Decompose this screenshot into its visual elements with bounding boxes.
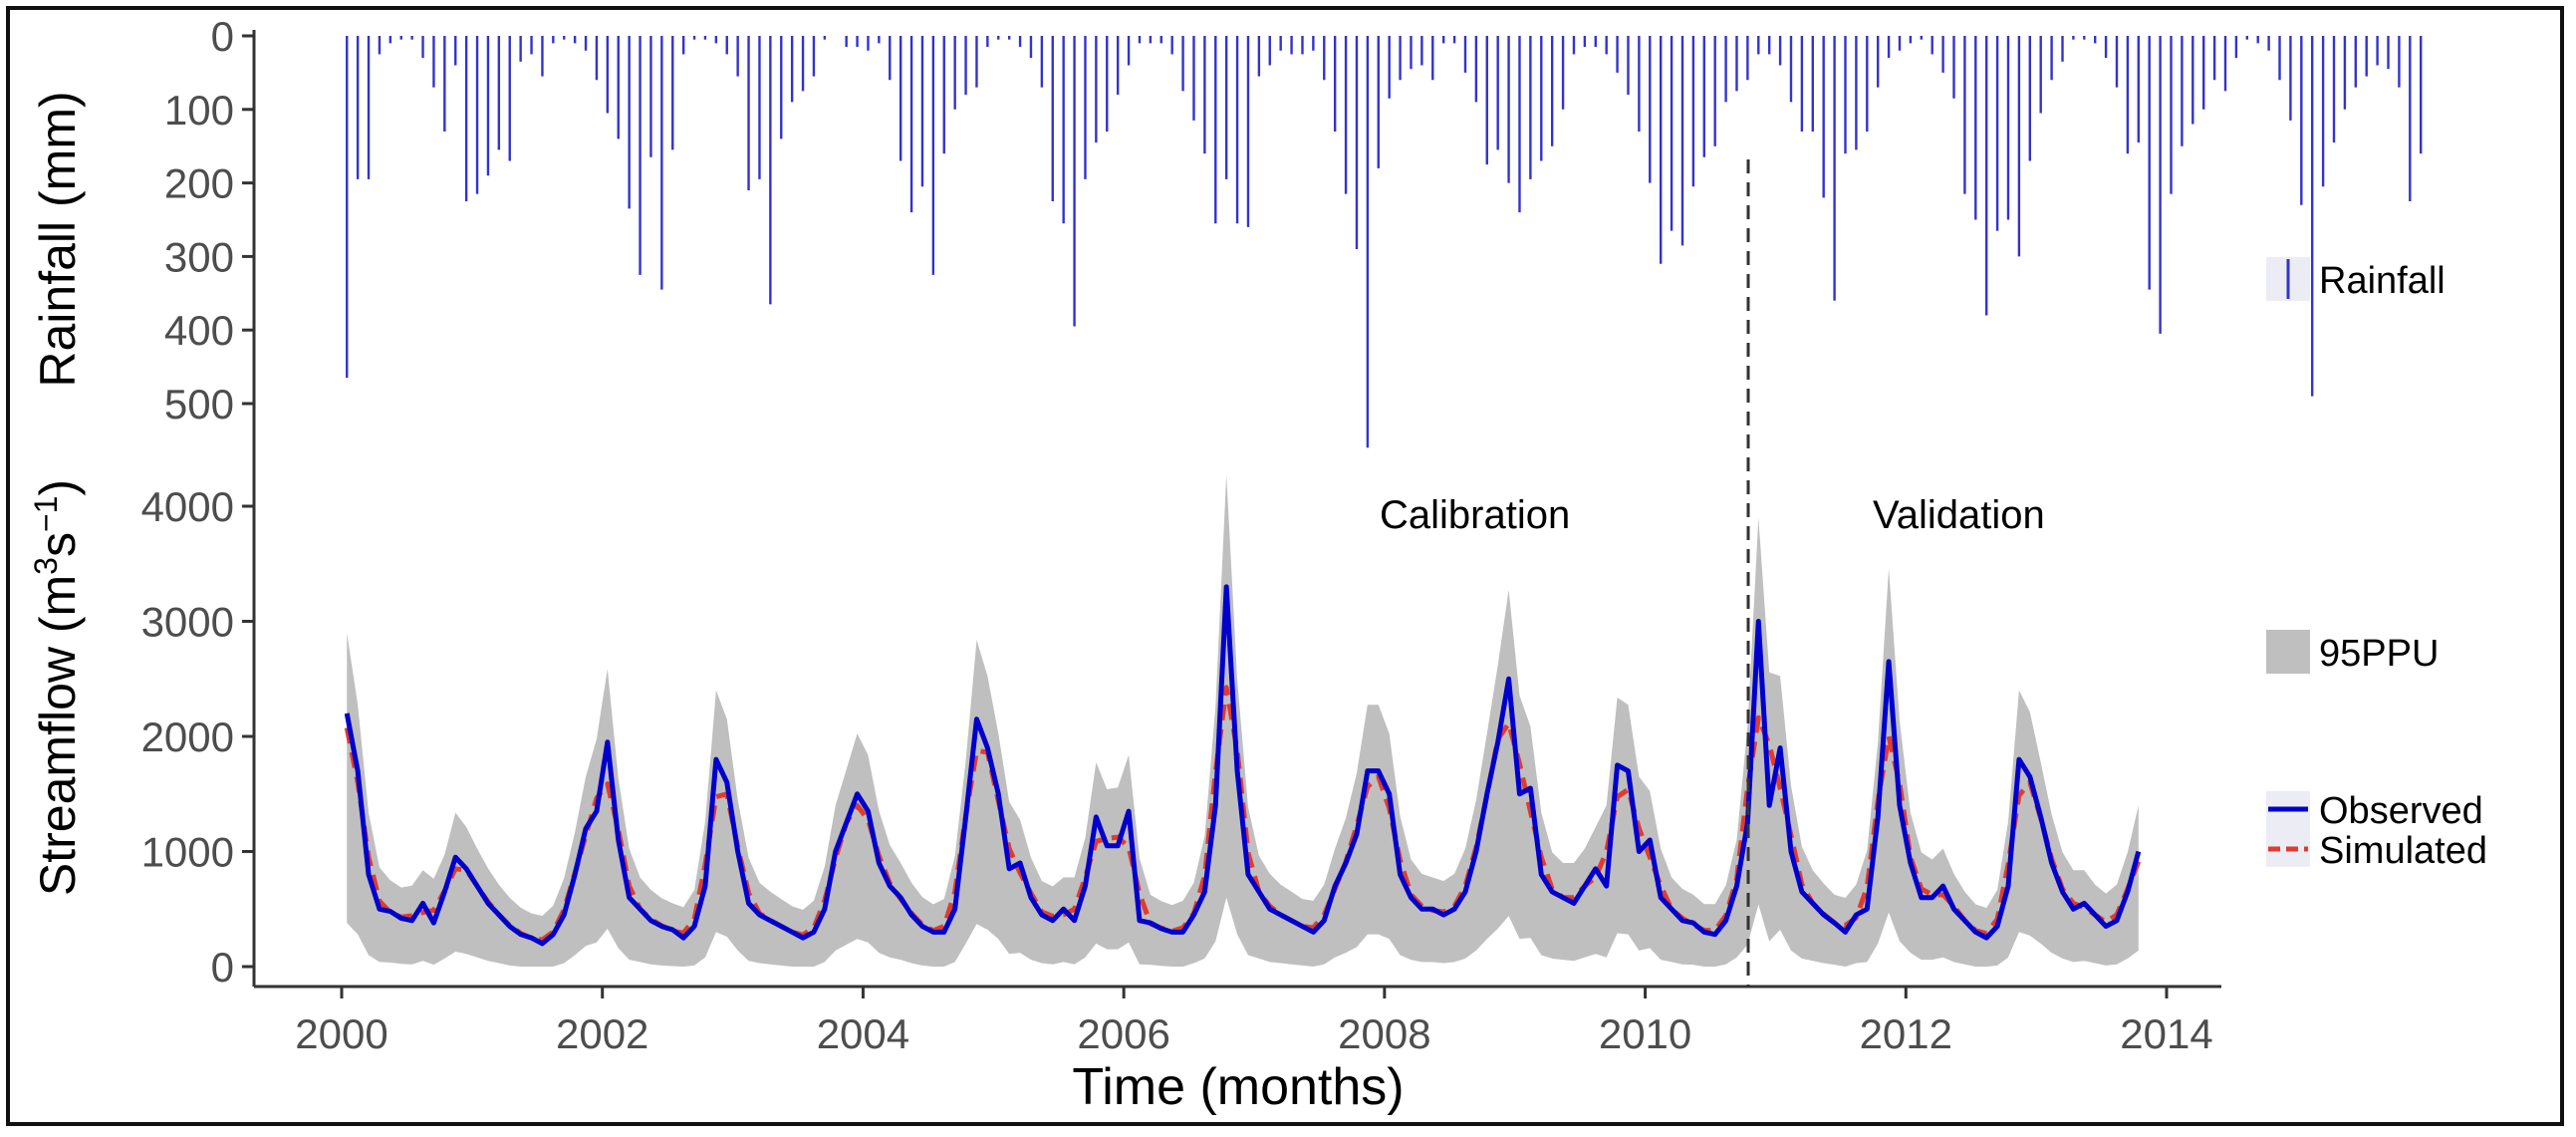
x-tick-label: 2008 — [1338, 1010, 1430, 1057]
streamflow-title-mid: s — [30, 532, 86, 557]
rainfall-axis-title: Rainfall (mm) — [30, 91, 86, 387]
rainfall-y-tick-label: 100 — [164, 87, 234, 134]
streamflow-lines-group — [344, 584, 2142, 947]
axes-group — [252, 30, 2221, 989]
observed-line — [344, 584, 2142, 947]
x-tick-label: 2002 — [556, 1010, 648, 1057]
streamflow-title-end: ) — [30, 479, 86, 496]
rainfall-bars-group — [346, 36, 2423, 448]
x-tick-label: 2012 — [1860, 1010, 1952, 1057]
x-tick-label: 2010 — [1599, 1010, 1691, 1057]
streamflow-y-tick-label: 0 — [211, 944, 234, 991]
rainfall-y-tick-label: 400 — [164, 307, 234, 354]
legend-simulated-label: Simulated — [2319, 830, 2487, 872]
rainfall-y-tick-label: 500 — [164, 381, 234, 427]
x-tick-label: 2006 — [1077, 1010, 1169, 1057]
streamflow-axis-title: Streamflow (m3s−1) — [28, 479, 86, 896]
validation-label: Validation — [1873, 493, 2045, 537]
x-tick-label: 2000 — [295, 1010, 387, 1057]
streamflow-y-tick-label: 2000 — [141, 713, 234, 760]
legend-ppu-swatch — [2266, 630, 2310, 674]
calibration-label: Calibration — [1380, 493, 1570, 537]
legend-ppu-label: 95PPU — [2319, 633, 2439, 675]
streamflow-title-sup1: 3 — [28, 557, 64, 575]
streamflow-y-tick-label: 1000 — [141, 829, 234, 876]
x-tick-label: 2004 — [817, 1010, 909, 1057]
rainfall-y-tick-label: 0 — [211, 13, 234, 60]
legend-observed-label: Observed — [2319, 790, 2483, 832]
x-tick-label: 2014 — [2120, 1010, 2212, 1057]
streamflow-y-tick-label: 4000 — [141, 483, 234, 530]
streamflow-title-base: Streamflow (m — [30, 575, 86, 896]
rainfall-y-tick-label: 200 — [164, 160, 234, 207]
legend-lines-key — [2266, 791, 2310, 867]
streamflow-title-sup2: −1 — [28, 496, 64, 532]
x-axis-title: Time (months) — [1072, 1058, 1404, 1116]
figure-frame — [6, 6, 2564, 1126]
legend: Rainfall 95PPU Observed Simulated — [2266, 257, 2487, 872]
rainfall-y-tick-label: 300 — [164, 233, 234, 280]
streamflow-y-tick-label: 3000 — [141, 599, 234, 646]
legend-rainfall-label: Rainfall — [2319, 260, 2446, 302]
tick-labels-group: 2000 2002 2004 2006 2008 2010 2012 2014 0 100 200 3… — [141, 13, 2213, 1057]
